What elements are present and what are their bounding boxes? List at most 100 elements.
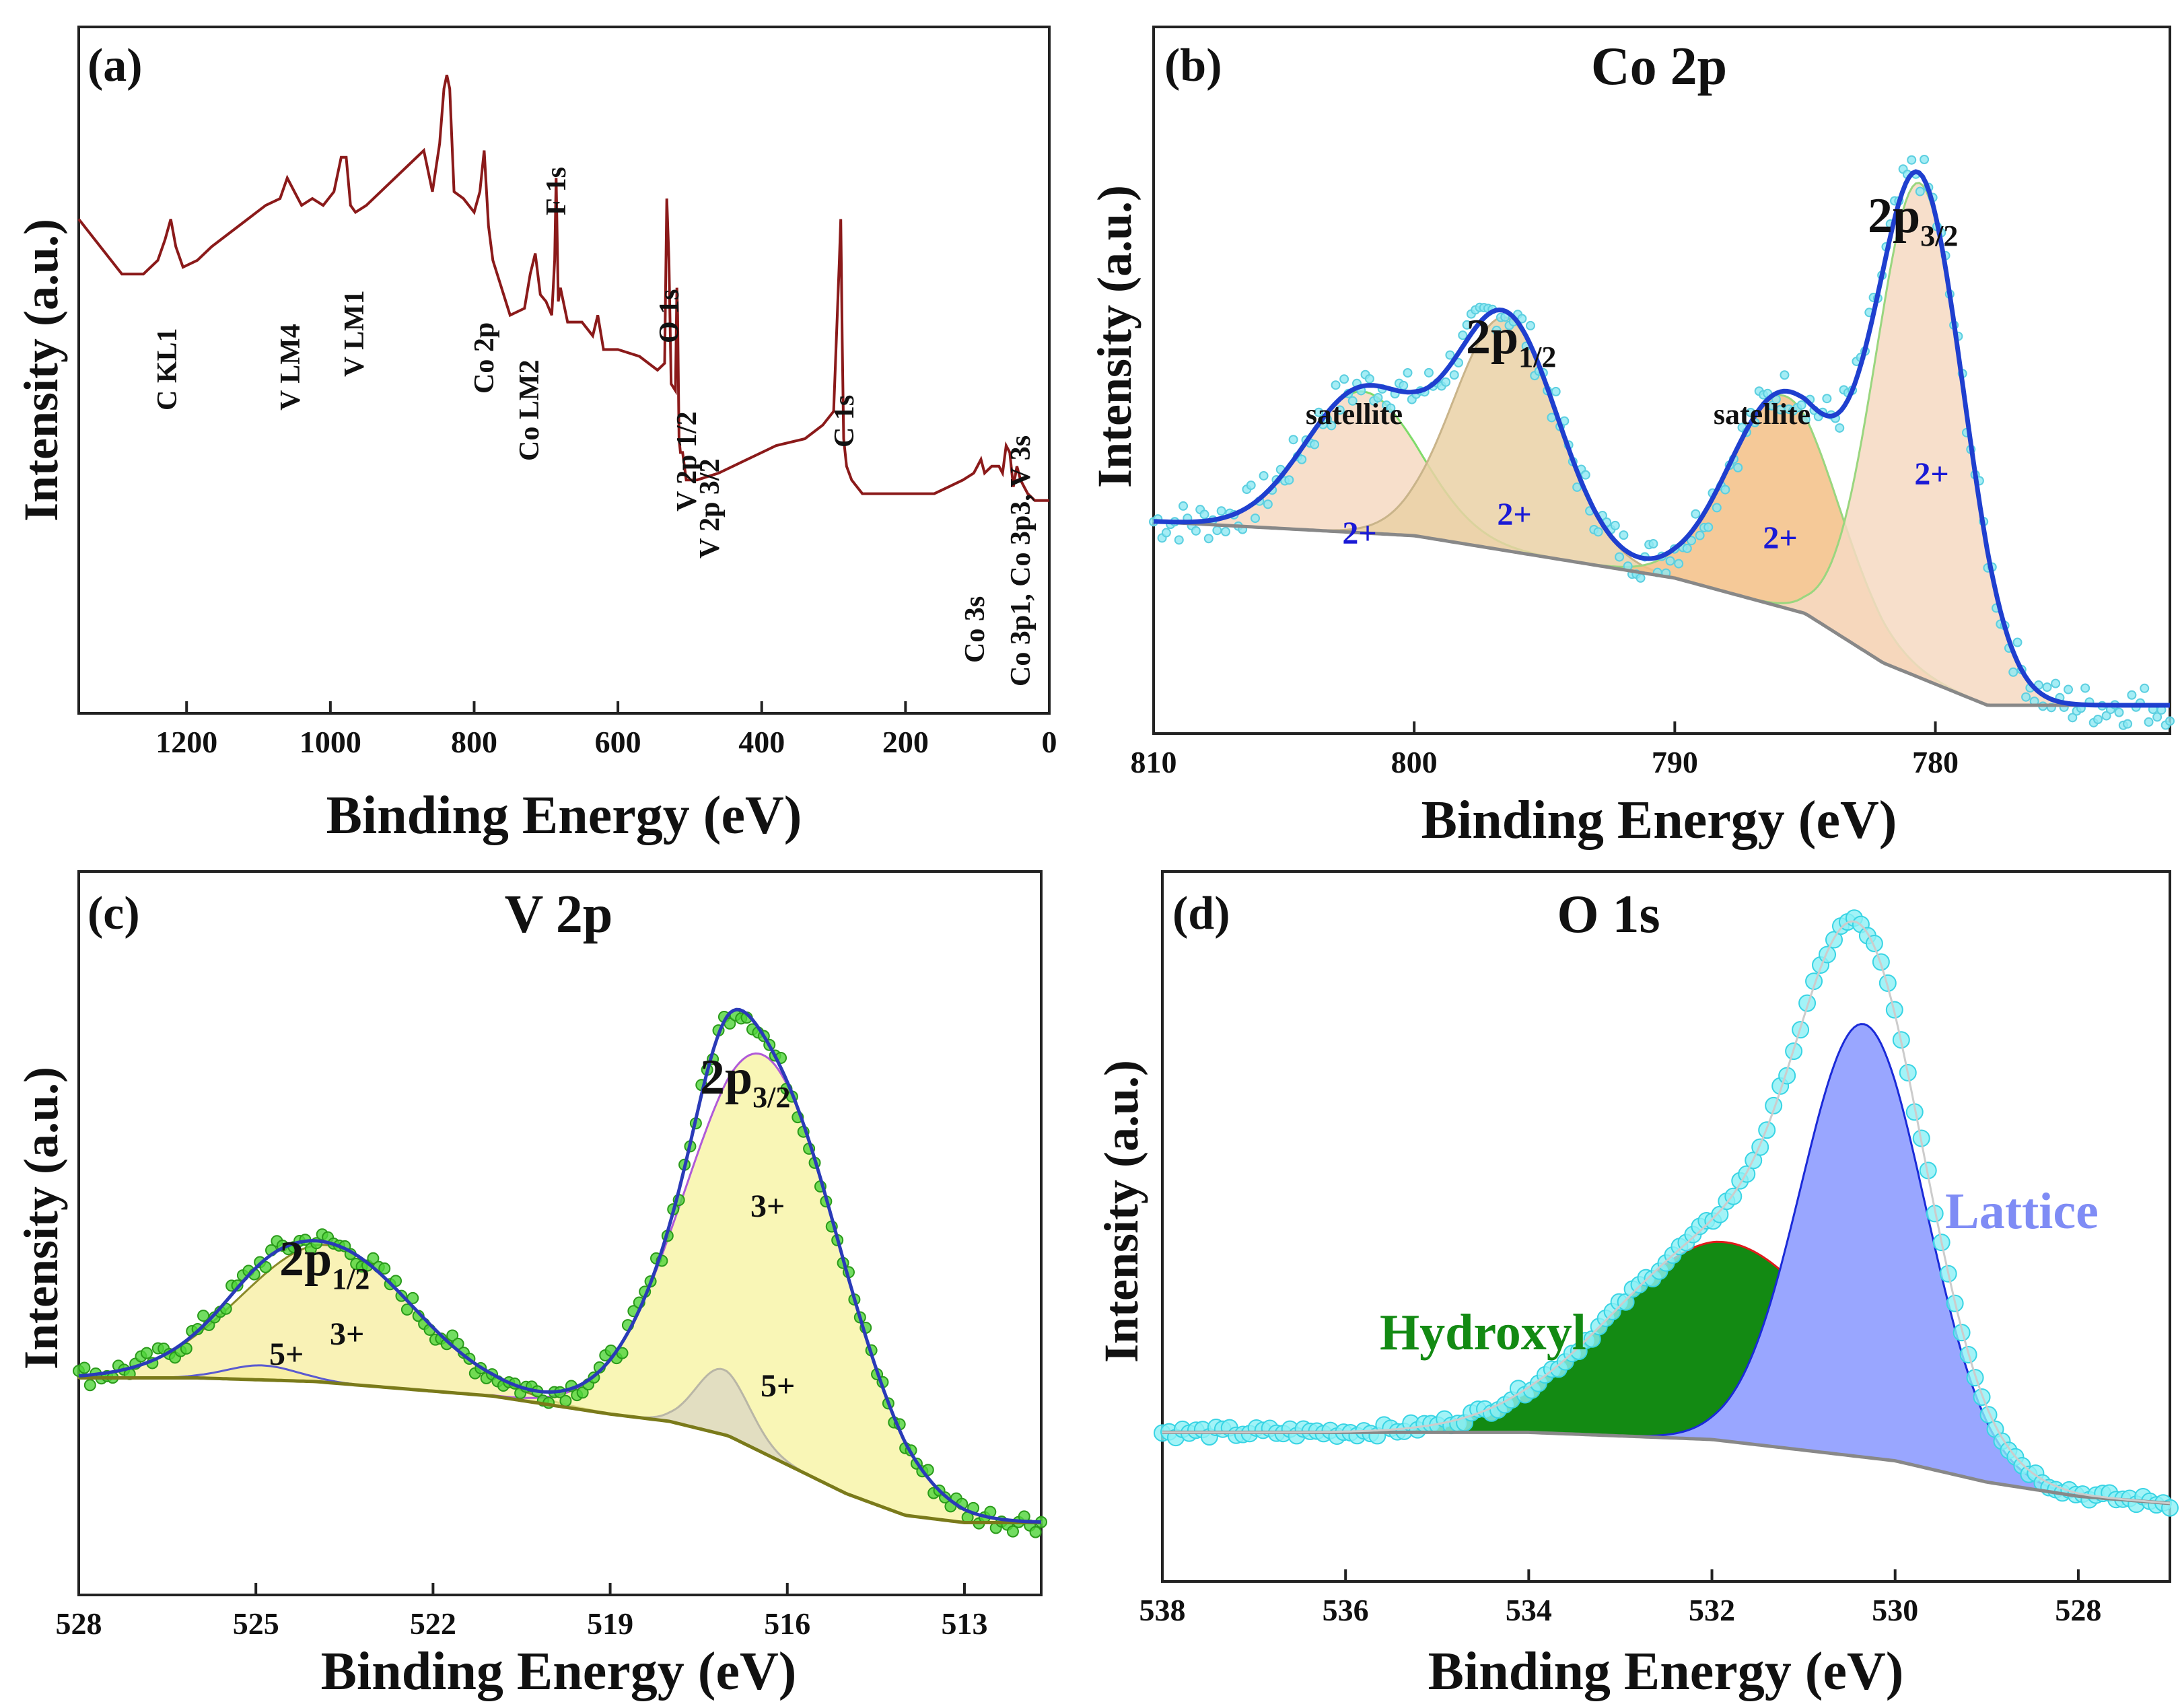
- data-point: [1733, 462, 1743, 472]
- data-point: [1720, 485, 1730, 495]
- data-point: [1915, 186, 1925, 197]
- v-2p32-sub: 3/2: [752, 1081, 790, 1114]
- panel-b-x-ticks: 810 800 790 780: [1131, 721, 1959, 779]
- satellite-label-1: satellite: [1306, 398, 1403, 431]
- panel-c-xlabel: Binding Energy (eV): [321, 1642, 797, 1701]
- panel-a-frame: [77, 26, 1051, 715]
- data-point: [1458, 330, 1468, 341]
- data-point: [390, 1275, 402, 1287]
- data-point: [1878, 974, 1897, 992]
- x-tick-label: 536: [1323, 1593, 1369, 1627]
- ann-co-3p: Co 3p1, Co 3p3, V 3s: [1006, 435, 1036, 686]
- co-2p12-sub: 1/2: [1518, 341, 1556, 373]
- data-point: [1191, 526, 1201, 536]
- x-tick-label: 790: [1652, 745, 1698, 779]
- ann-v-2p32: V 2p 3/2: [695, 458, 726, 559]
- panel-c-frame: [77, 870, 1043, 1596]
- panel-d-x-ticks: 538 536 534 532 530 528: [1139, 1569, 2101, 1627]
- data-point: [1263, 499, 1273, 509]
- panel-d-xlabel: Binding Energy (eV): [1428, 1642, 1904, 1701]
- data-point: [2068, 713, 2078, 723]
- panel-a-series: [77, 74, 1049, 502]
- x-tick-label: 525: [233, 1606, 279, 1641]
- data-point: [197, 1310, 210, 1322]
- data-point: [1386, 403, 1396, 413]
- data-point: [1314, 407, 1324, 417]
- data-point: [140, 1347, 153, 1359]
- component-fill: [79, 1052, 1043, 1524]
- x-tick-label: 810: [1131, 745, 1177, 779]
- panel-a-xlabel: Binding Energy (eV): [326, 786, 802, 845]
- panel-a-x-ticks: 1200 1000 800 600 400 200 0: [155, 701, 1057, 759]
- lattice-label: Lattice: [1945, 1183, 2099, 1240]
- data-point: [1251, 513, 1260, 524]
- data-point: [2021, 692, 2031, 702]
- data-point: [1798, 994, 1817, 1012]
- data-point: [1615, 552, 1625, 562]
- x-tick-label: 800: [451, 725, 497, 759]
- data-point: [1284, 475, 1294, 485]
- data-point: [400, 1303, 413, 1316]
- data-point: [1441, 377, 1451, 387]
- data-point: [2042, 682, 2052, 692]
- data-point: [259, 1260, 272, 1273]
- x-tick-label: 1000: [300, 725, 361, 759]
- data-point: [1835, 423, 1845, 433]
- data-point: [1331, 380, 1341, 390]
- data-point: [1665, 556, 1675, 566]
- data-point: [1203, 534, 1214, 544]
- x-tick-label: 530: [1872, 1593, 1918, 1627]
- data-point: [2008, 667, 2018, 677]
- data-point: [1174, 535, 1184, 545]
- x-tick-label: 1200: [155, 725, 217, 759]
- data-point: [1297, 454, 1307, 464]
- data-point: [378, 1262, 391, 1275]
- x-tick-label: 400: [738, 725, 785, 759]
- panel-a-ylabel: Intensity (a.u.): [14, 219, 68, 522]
- co-ox-4: 2+: [1914, 456, 1948, 492]
- data-point: [2114, 707, 2124, 717]
- x-tick-label: 800: [1391, 745, 1438, 779]
- data-point: [367, 1252, 380, 1265]
- data-point: [83, 1379, 96, 1392]
- x-tick-label: 538: [1139, 1593, 1186, 1627]
- panel-c-lines: [78, 1007, 1042, 1524]
- data-point: [1800, 415, 1810, 425]
- data-point: [2140, 683, 2150, 693]
- data-point: [1610, 520, 1620, 530]
- data-point: [1161, 528, 1171, 538]
- data-point: [2093, 714, 2103, 724]
- v-2p12-main: 2p: [279, 1232, 332, 1287]
- data-point: [1822, 394, 1832, 404]
- data-point: [1403, 368, 1413, 378]
- panel-c-fills: [77, 1052, 1043, 1524]
- v-ox-3-low: 3+: [330, 1316, 364, 1352]
- panel-d-label: (d): [1172, 888, 1230, 939]
- v-ox-3-high: 3+: [750, 1188, 785, 1224]
- x-tick-label: 522: [410, 1606, 456, 1641]
- x-tick-label: 534: [1506, 1593, 1552, 1627]
- panel-b-points: [1149, 155, 2175, 730]
- data-point: [180, 1342, 192, 1355]
- data-point: [1339, 374, 1349, 384]
- fit-envelope-line: [78, 1007, 1042, 1524]
- data-point: [1796, 400, 1806, 410]
- data-point: [1310, 439, 1320, 450]
- ann-c-kl1: C KL1: [152, 328, 183, 411]
- ann-c-1s: C 1s: [829, 395, 860, 448]
- panel-d-ylabel: Intensity (a.u.): [1094, 1060, 1148, 1363]
- panel-a-label: (a): [87, 40, 143, 92]
- x-tick-label: 528: [56, 1606, 102, 1641]
- panel-c-label: (c): [87, 888, 140, 939]
- ann-f-1s: F 1s: [541, 167, 572, 215]
- v-ox-5-high: 5+: [761, 1368, 795, 1404]
- data-point: [1551, 386, 1561, 396]
- data-point: [1220, 527, 1230, 537]
- co-ox-2: 2+: [1497, 497, 1531, 532]
- data-point: [1259, 470, 1269, 481]
- panel-b: 810 800 790 780 (b) Co 2p Binding Energy (e…: [1088, 26, 2175, 850]
- data-point: [1525, 320, 1535, 330]
- data-point: [576, 1386, 589, 1399]
- data-point: [1327, 421, 1337, 431]
- data-point: [407, 1291, 419, 1304]
